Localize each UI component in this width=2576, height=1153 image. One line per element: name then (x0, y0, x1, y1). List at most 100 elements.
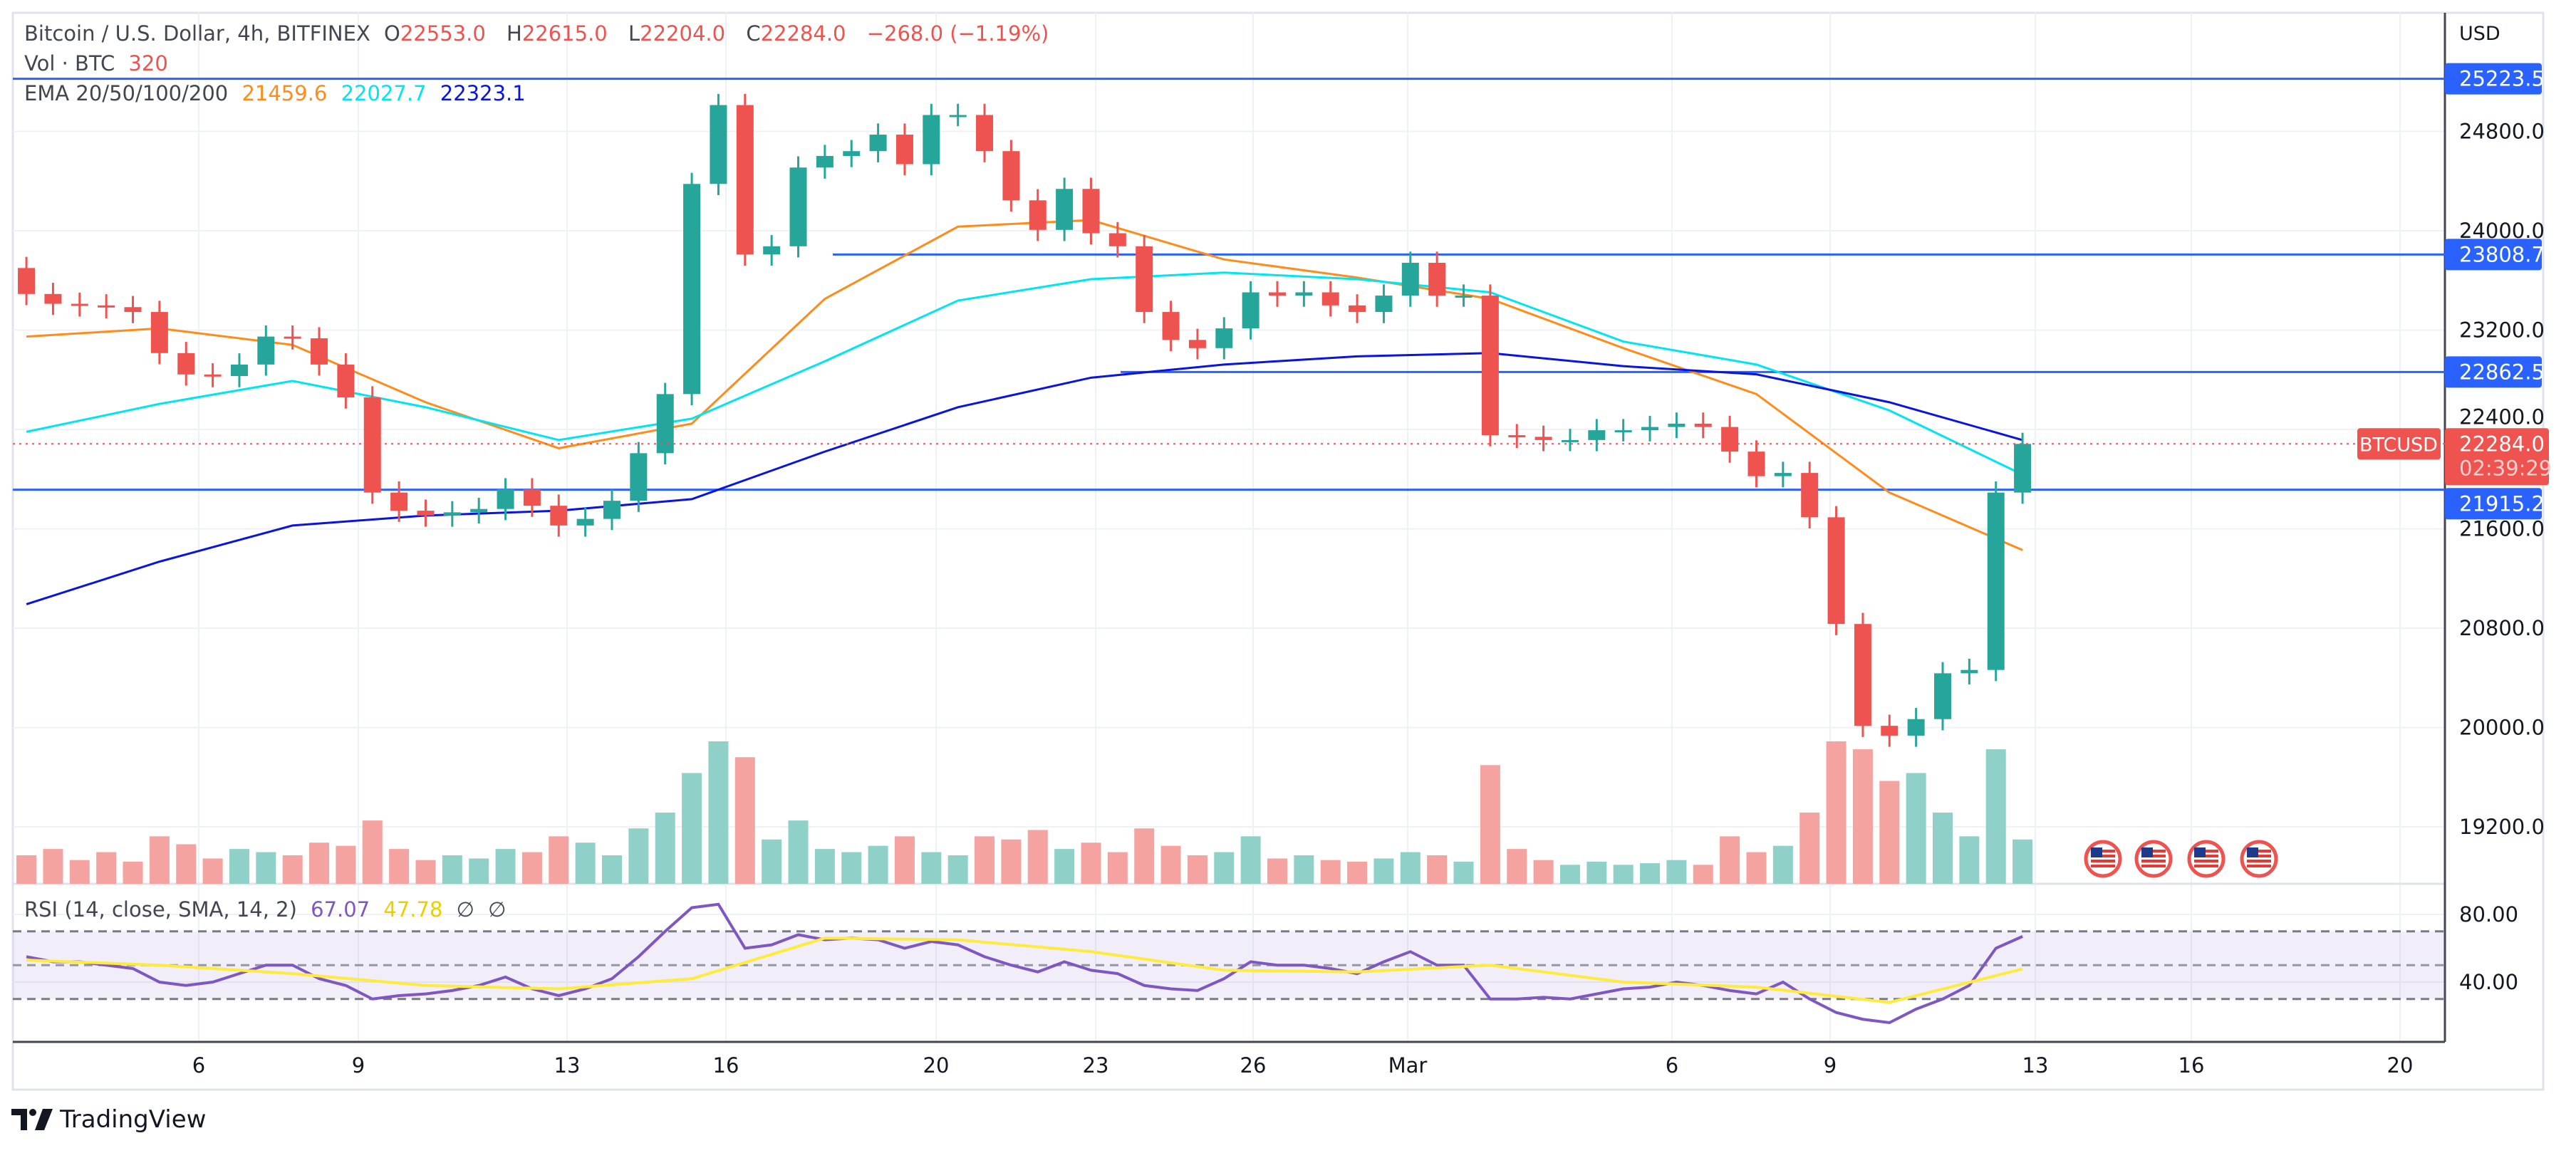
tradingview-logo[interactable]: TradingView (11, 1105, 206, 1134)
rsi-tick: 80.00 (2459, 902, 2518, 927)
volume-bar (734, 757, 755, 884)
volume-bar (202, 858, 223, 884)
volume-bar (947, 855, 968, 884)
volume-bar (469, 858, 489, 884)
volume-bar (1959, 836, 1980, 884)
volume-bar (1027, 830, 1048, 884)
candle-body (257, 336, 275, 365)
candle-body (1774, 473, 1792, 476)
us-flag-icon[interactable] (2187, 840, 2226, 878)
level-price-badge (2445, 239, 2542, 271)
volume-value: 320 (128, 51, 168, 75)
rsi-tick: 40.00 (2459, 970, 2518, 994)
volume-bar (921, 852, 942, 884)
candle-body (1082, 189, 1100, 234)
ema200-value: 22323.1 (440, 81, 526, 105)
volume-legend[interactable]: Vol · BTC 320 (24, 51, 175, 75)
currency-label: USD (2459, 23, 2500, 45)
current-price-label: 22284.0 (2459, 432, 2545, 456)
candle-body (895, 135, 913, 165)
rsi-value: 67.07 (311, 897, 370, 922)
level-price-badge (2445, 63, 2542, 95)
volume-bar (894, 836, 915, 884)
candle-body (1481, 296, 1499, 436)
candle-body (1668, 423, 1686, 427)
volume-bar (1001, 839, 1022, 884)
rsi-legend[interactable]: RSI (14, close, SMA, 14, 2) 67.07 47.78 … (24, 897, 513, 922)
candle-body (1401, 263, 1419, 296)
price-tick: 22400.0 (2459, 405, 2545, 429)
symbol-name[interactable]: Bitcoin / U.S. Dollar, 4h, BITFINEX (24, 21, 370, 46)
volume-bar (362, 820, 383, 884)
volume-bar (788, 820, 809, 884)
price-tick: 20800.0 (2459, 616, 2545, 640)
candle-body (1002, 151, 1020, 201)
time-label: 6 (1666, 1053, 1678, 1078)
volume-bar (602, 855, 622, 884)
volume-bar (149, 836, 170, 884)
candle-body (1801, 473, 1819, 518)
us-flag-icon[interactable] (2134, 840, 2173, 878)
ema-legend[interactable]: EMA 20/50/100/200 21459.6 22027.7 22323.… (24, 81, 533, 105)
volume-bar (1559, 865, 1580, 884)
price-tick: 23200.0 (2459, 318, 2545, 343)
candle-body (789, 167, 807, 246)
volume-bar (1826, 741, 1847, 884)
current-price-badge (2445, 428, 2549, 486)
candle-body (1854, 624, 1871, 726)
candle-body (763, 246, 781, 255)
volume-bar (682, 773, 702, 884)
candle-body (1215, 328, 1233, 348)
price-tick: 24800.0 (2459, 120, 2545, 144)
candle-body (1455, 296, 1473, 298)
candle-body (1295, 292, 1313, 296)
us-flag-icon[interactable] (2240, 840, 2278, 878)
rsi-label: RSI (14, close, SMA, 14, 2) (24, 897, 297, 922)
level-price-label: 21915.2 (2459, 491, 2545, 516)
candle-body (736, 105, 754, 255)
level-price-label: 23808.7 (2459, 242, 2545, 266)
price-tick: 24000.0 (2459, 219, 2545, 243)
volume-bar (628, 828, 649, 884)
volume-bar (1347, 861, 1368, 884)
candle-body (363, 397, 381, 493)
candle-body (390, 492, 408, 511)
candle-body (1188, 340, 1206, 348)
candle-body (576, 518, 594, 526)
volume-bar (1852, 749, 1873, 884)
candle-body (1136, 246, 1153, 313)
volume-bar (69, 860, 90, 884)
time-label: Mar (1388, 1053, 1428, 1078)
volume-bar (415, 860, 436, 884)
time-label: 16 (713, 1053, 739, 1078)
high-group: H22615.0 (507, 21, 615, 46)
volume-bar (1746, 852, 1767, 884)
candle-body (470, 508, 488, 513)
candle-body (630, 453, 648, 501)
candle-body (1162, 312, 1180, 340)
time-label: 13 (554, 1053, 581, 1078)
volume-bar (1879, 781, 1900, 884)
candle-body (124, 307, 142, 313)
change-value: −268.0 (−1.19%) (866, 21, 1049, 46)
candle-body (683, 184, 701, 395)
volume-bar (123, 861, 143, 884)
ema-50-line (26, 271, 2023, 476)
volume-label: Vol · BTC (24, 51, 115, 75)
volume-bar (309, 842, 330, 884)
tradingview-logo-icon (11, 1109, 53, 1130)
candle-body (1641, 427, 1659, 431)
volume-bar (1933, 813, 1953, 884)
candle-body (976, 115, 994, 152)
candle-body (1029, 200, 1046, 230)
us-flag-icon[interactable] (2084, 840, 2122, 878)
candle-body (1508, 435, 1526, 438)
candle-body (949, 115, 967, 118)
volume-bar (1507, 849, 1527, 884)
candle-body (523, 489, 541, 506)
bar-countdown-label: 02:39:29 (2459, 456, 2552, 480)
volume-bar (1533, 860, 1554, 884)
candle-body (1056, 189, 1074, 230)
candle-body (177, 353, 195, 375)
